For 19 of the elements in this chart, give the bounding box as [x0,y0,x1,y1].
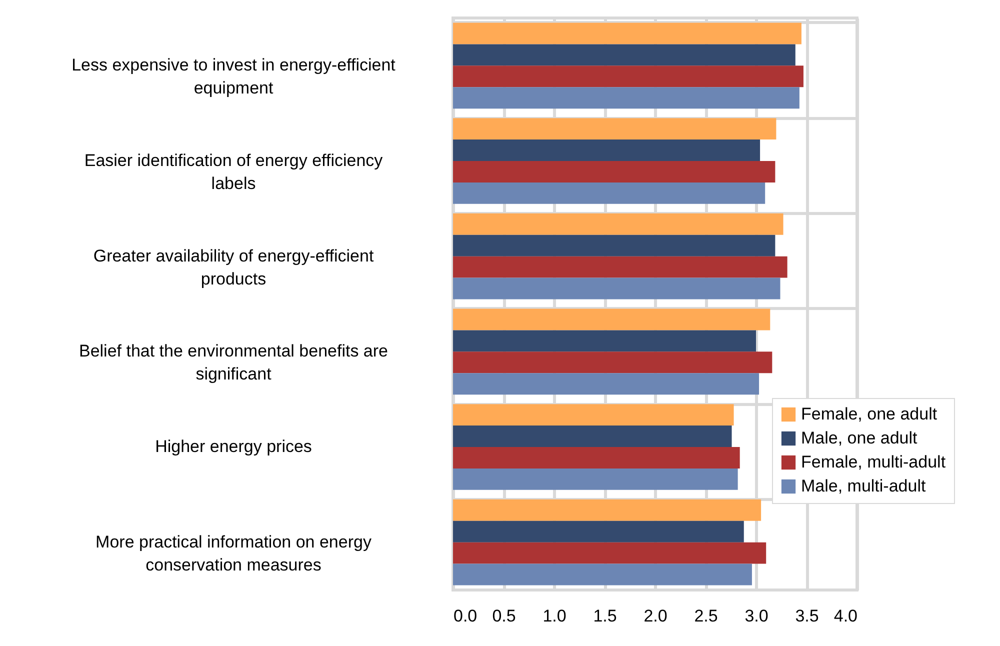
x-tick-label: 3.5 [795,606,819,626]
x-tick-label: 1.0 [542,606,566,626]
legend-label: Female, multi-adult [801,452,946,472]
x-tick-label: 1.5 [593,606,617,626]
x-tick-label: 3.0 [744,606,768,626]
x-tick-label: 0.0 [454,606,478,626]
y-tick-label: More practical information on energy conservation measures [96,532,372,574]
y-tick-label: Easier identification of energy efficiency labels [84,151,384,193]
y-tick-label: Greater availability of energy-efficient products [93,246,374,288]
y-tick-label: Higher energy prices [155,437,312,456]
y-tick-label: Belief that the environmental benefits are significant [78,342,388,384]
x-tick-label: 2.5 [694,606,718,626]
x-tick-label: 2.0 [644,606,668,626]
legend-label: Female, one adult [801,404,938,424]
legend-label: Male, multi-adult [801,476,926,496]
x-tick-label: 4.0 [834,606,858,626]
legend-label: Male, one adult [801,428,918,448]
y-tick-label: Less expensive to invest in energy-efficient equipment [72,56,396,98]
x-tick-label: 0.5 [492,606,516,626]
